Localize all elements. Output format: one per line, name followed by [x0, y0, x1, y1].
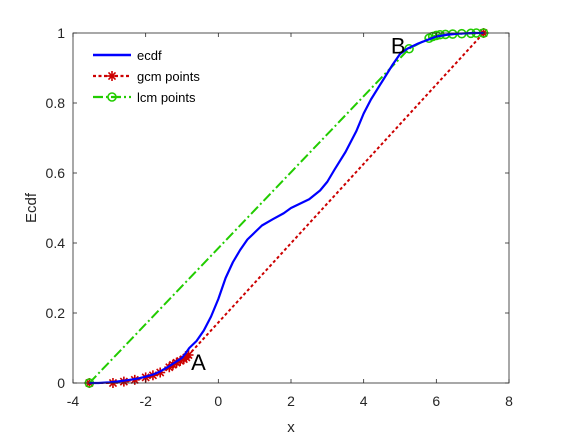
x-tick-label: 2 [287, 393, 295, 409]
lcm-point [404, 43, 414, 54]
x-tick-label: 8 [505, 393, 513, 409]
legend-label: lcm points [137, 90, 196, 105]
series-ecdf-line [89, 31, 484, 385]
annotation-label-B: B [391, 33, 406, 58]
lcm-point [107, 92, 117, 102]
x-tick-label: -4 [67, 393, 80, 409]
x-tick-label: 0 [214, 393, 222, 409]
y-tick-label: 0.4 [46, 235, 66, 251]
x-tick-label: -2 [139, 393, 152, 409]
legend: ecdf gcm points lcm points [87, 39, 215, 107]
x-axis-label: x [287, 419, 295, 436]
y-tick-label: 1 [57, 25, 65, 41]
legend-label: gcm points [137, 69, 200, 84]
legend-label: ecdf [137, 48, 162, 63]
x-tick-label: 6 [432, 393, 440, 409]
annotation-label-A: A [191, 350, 206, 375]
x-tick-label: 4 [360, 393, 368, 409]
gcm-point [107, 71, 117, 81]
series-layer [84, 28, 489, 388]
y-tick-label: 0.2 [46, 305, 66, 321]
tick-layer: -4 -2 0 2 4 6 8 0 0.2 0.4 0.6 0.8 1 [46, 25, 514, 409]
y-axis-label: Ecdf [23, 192, 40, 223]
y-tick-label: 0.8 [46, 95, 66, 111]
annotation-layer: AB [191, 33, 406, 375]
y-tick-label: 0.6 [46, 165, 66, 181]
y-tick-label: 0 [57, 375, 65, 391]
